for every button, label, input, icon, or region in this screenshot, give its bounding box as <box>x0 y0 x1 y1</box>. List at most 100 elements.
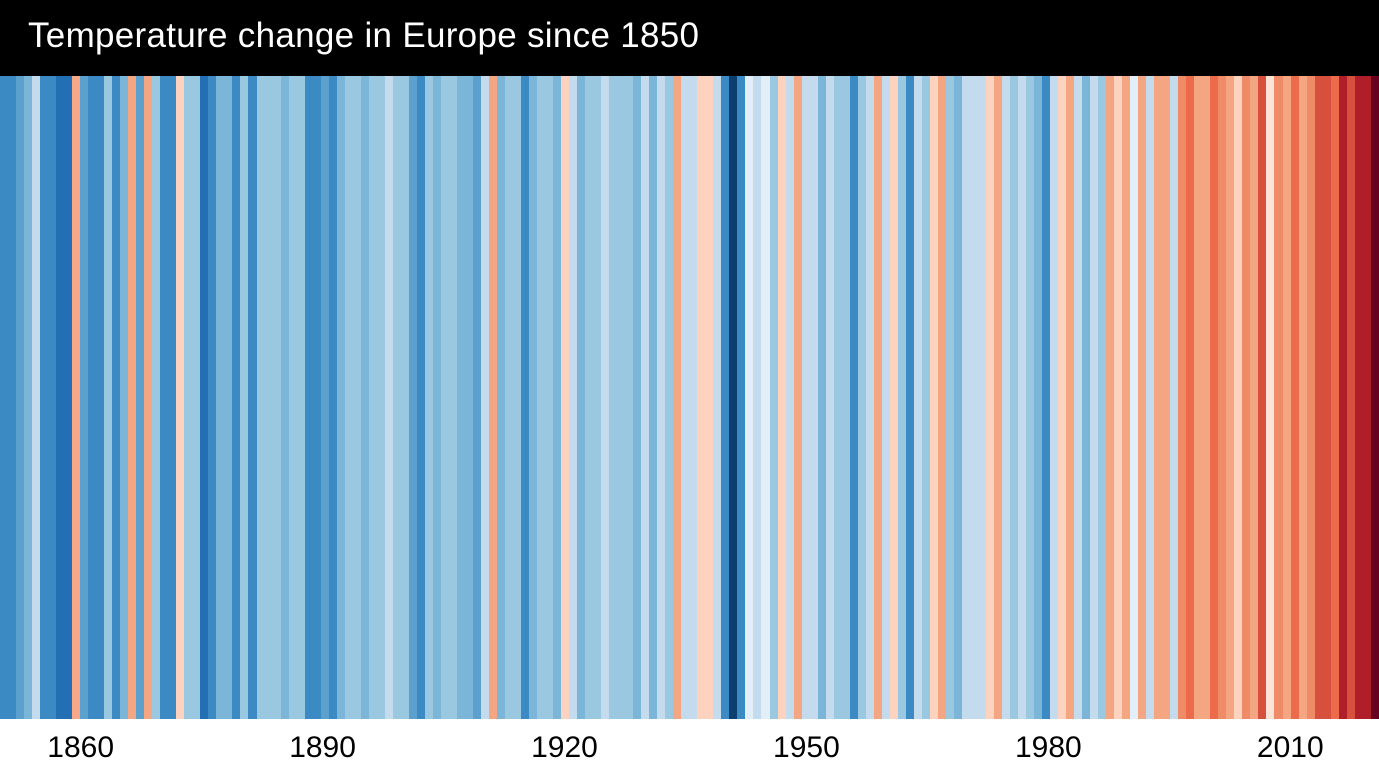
stripe <box>1323 76 1331 719</box>
stripe <box>834 76 842 719</box>
stripe <box>497 76 505 719</box>
stripe <box>778 76 786 719</box>
stripe <box>353 76 361 719</box>
stripe <box>313 76 321 719</box>
stripe <box>1138 76 1146 719</box>
stripe <box>1307 76 1315 719</box>
stripe <box>1371 76 1379 719</box>
stripe <box>337 76 345 719</box>
stripe <box>1098 76 1106 719</box>
stripe <box>665 76 673 719</box>
stripe <box>441 76 449 719</box>
stripe <box>818 76 826 719</box>
stripe <box>1274 76 1282 719</box>
stripe <box>946 76 954 719</box>
stripe <box>385 76 393 719</box>
stripe <box>216 76 224 719</box>
stripe <box>200 76 208 719</box>
stripe <box>1122 76 1130 719</box>
stripe <box>1066 76 1074 719</box>
stripe <box>297 76 305 719</box>
stripe <box>457 76 465 719</box>
stripe <box>345 76 353 719</box>
stripe <box>1234 76 1242 719</box>
stripe <box>1090 76 1098 719</box>
stripe <box>176 76 184 719</box>
stripe <box>64 76 72 719</box>
stripe <box>40 76 48 719</box>
stripe <box>1042 76 1050 719</box>
stripe <box>882 76 890 719</box>
stripe <box>128 76 136 719</box>
stripe <box>481 76 489 719</box>
stripe <box>80 76 88 719</box>
stripes-area <box>0 76 1379 719</box>
stripe <box>641 76 649 719</box>
stripe <box>513 76 521 719</box>
stripe <box>689 76 697 719</box>
stripe <box>842 76 850 719</box>
stripe <box>1355 76 1363 719</box>
stripe <box>962 76 970 719</box>
stripe <box>1218 76 1226 719</box>
stripe <box>289 76 297 719</box>
stripe <box>826 76 834 719</box>
stripe <box>401 76 409 719</box>
stripe <box>160 76 168 719</box>
stripe <box>208 76 216 719</box>
stripe <box>1194 76 1202 719</box>
stripe <box>417 76 425 719</box>
stripe <box>1050 76 1058 719</box>
stripe <box>433 76 441 719</box>
stripe <box>1002 76 1010 719</box>
stripe <box>112 76 120 719</box>
stripe <box>1162 76 1170 719</box>
stripe <box>633 76 641 719</box>
stripe <box>898 76 906 719</box>
stripe <box>761 76 769 719</box>
stripe <box>770 76 778 719</box>
stripe <box>377 76 385 719</box>
stripe <box>1266 76 1274 719</box>
stripe <box>577 76 585 719</box>
stripe <box>625 76 633 719</box>
stripe <box>529 76 537 719</box>
stripe <box>1242 76 1250 719</box>
stripe <box>1058 76 1066 719</box>
x-axis: 186018901920195019802010 <box>0 719 1379 775</box>
stripe <box>16 76 24 719</box>
stripe <box>0 76 8 719</box>
stripe <box>144 76 152 719</box>
stripe <box>906 76 914 719</box>
stripe <box>1082 76 1090 719</box>
stripe <box>1154 76 1162 719</box>
stripe <box>265 76 273 719</box>
warming-stripes-chart: Temperature change in Europe since 1850 … <box>0 0 1379 775</box>
stripe <box>1363 76 1371 719</box>
stripe <box>930 76 938 719</box>
stripe <box>240 76 248 719</box>
stripe <box>1114 76 1122 719</box>
stripe <box>697 76 705 719</box>
stripe <box>657 76 665 719</box>
stripe <box>393 76 401 719</box>
stripe <box>72 76 80 719</box>
stripe <box>617 76 625 719</box>
stripe <box>810 76 818 719</box>
stripe <box>1026 76 1034 719</box>
stripe <box>224 76 232 719</box>
stripe <box>473 76 481 719</box>
stripe <box>1250 76 1258 719</box>
stripe <box>1130 76 1138 719</box>
stripe <box>729 76 737 719</box>
stripe <box>1186 76 1194 719</box>
stripe <box>786 76 794 719</box>
stripe <box>1178 76 1186 719</box>
stripe <box>321 76 329 719</box>
stripe <box>465 76 473 719</box>
stripe <box>192 76 200 719</box>
stripe <box>593 76 601 719</box>
axis-tick-label: 1950 <box>773 731 840 765</box>
stripe <box>329 76 337 719</box>
stripe <box>721 76 729 719</box>
